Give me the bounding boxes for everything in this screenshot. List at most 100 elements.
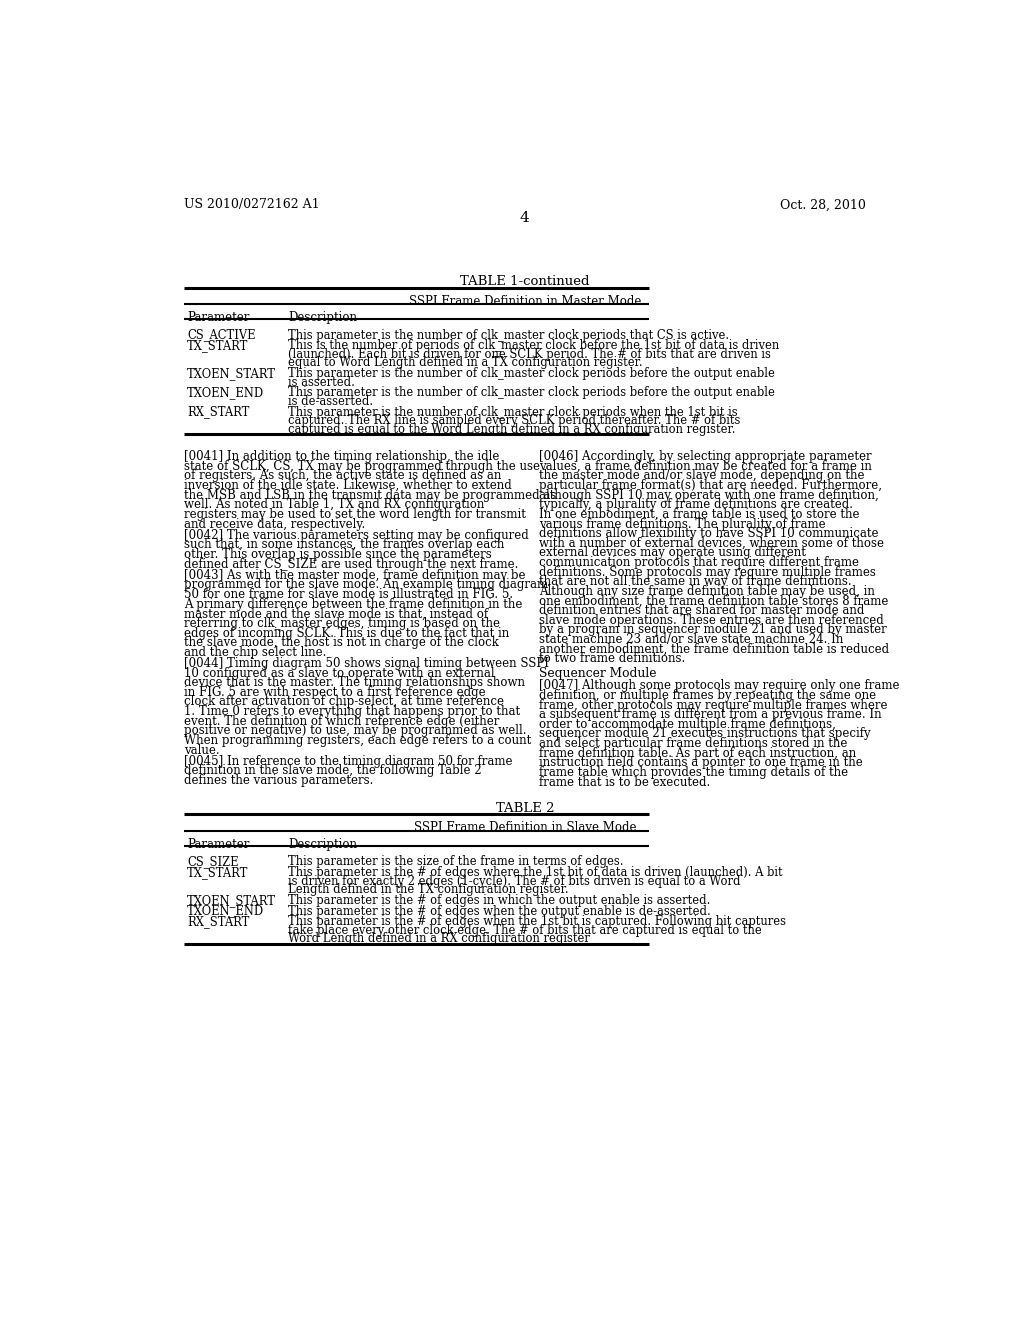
Text: Sequencer Module: Sequencer Module (539, 667, 656, 680)
Text: communication protocols that require different frame: communication protocols that require dif… (539, 556, 859, 569)
Text: TABLE 2: TABLE 2 (496, 803, 554, 816)
Text: take place every other clock edge. The # of bits that are captured is equal to t: take place every other clock edge. The #… (289, 924, 762, 937)
Text: master mode and the slave mode is that, instead of: master mode and the slave mode is that, … (183, 607, 487, 620)
Text: clock after activation of chip-select, at time reference: clock after activation of chip-select, a… (183, 696, 504, 709)
Text: This parameter is the number of clk_master clock periods when the 1st bit is: This parameter is the number of clk_mast… (289, 405, 738, 418)
Text: This is the number of periods of clk_master clock before the 1st bit of data is : This is the number of periods of clk_mas… (289, 339, 779, 352)
Text: [0046] Accordingly, by selecting appropriate parameter: [0046] Accordingly, by selecting appropr… (539, 450, 871, 463)
Text: positive or negative) to use, may be programmed as well.: positive or negative) to use, may be pro… (183, 725, 526, 738)
Text: inversion of the idle state. Likewise, whether to extend: inversion of the idle state. Likewise, w… (183, 479, 512, 492)
Text: A primary difference between the frame definition in the: A primary difference between the frame d… (183, 598, 522, 611)
Text: RX_START: RX_START (187, 915, 249, 928)
Text: another embodiment, the frame definition table is reduced: another embodiment, the frame definition… (539, 643, 889, 656)
Text: CS_SIZE: CS_SIZE (187, 855, 239, 869)
Text: values, a frame definition may be created for a frame in: values, a frame definition may be create… (539, 459, 871, 473)
Text: CS_ACTIVE: CS_ACTIVE (187, 329, 255, 342)
Text: the MSB and LSB in the transmit data may be programmed as: the MSB and LSB in the transmit data may… (183, 488, 556, 502)
Text: Length defined in the TX configuration register.: Length defined in the TX configuration r… (289, 883, 569, 896)
Text: [0043] As with the master mode, frame definition may be: [0043] As with the master mode, frame de… (183, 569, 525, 582)
Text: a subsequent frame is different from a previous frame. In: a subsequent frame is different from a p… (539, 708, 882, 721)
Text: defined after CS_SIZE are used through the next frame.: defined after CS_SIZE are used through t… (183, 557, 518, 570)
Text: and receive data, respectively.: and receive data, respectively. (183, 517, 365, 531)
Text: [0047] Although some protocols may require only one frame: [0047] Although some protocols may requi… (539, 680, 899, 692)
Text: although SSPI 10 may operate with one frame definition,: although SSPI 10 may operate with one fr… (539, 488, 879, 502)
Text: value.: value. (183, 743, 219, 756)
Text: Description: Description (289, 312, 357, 323)
Text: the master mode and/or slave mode, depending on the: the master mode and/or slave mode, depen… (539, 470, 864, 483)
Text: captured. The RX line is sampled every SCLK period thereafter. The # of bits: captured. The RX line is sampled every S… (289, 414, 740, 428)
Text: one embodiment, the frame definition table stores 8 frame: one embodiment, the frame definition tab… (539, 594, 888, 607)
Text: Parameter: Parameter (187, 312, 249, 323)
Text: TXOEN_END: TXOEN_END (187, 904, 264, 917)
Text: frame that is to be executed.: frame that is to be executed. (539, 776, 710, 788)
Text: particular frame format(s) that are needed. Furthermore,: particular frame format(s) that are need… (539, 479, 882, 492)
Text: Parameter: Parameter (187, 838, 249, 850)
Text: When programming registers, each edge refers to a count: When programming registers, each edge re… (183, 734, 531, 747)
Text: [0041] In addition to the timing relationship, the idle: [0041] In addition to the timing relatio… (183, 450, 499, 463)
Text: captured is equal to the Word Length defined in a RX configuration register.: captured is equal to the Word Length def… (289, 422, 736, 436)
Text: and the chip select line.: and the chip select line. (183, 645, 327, 659)
Text: US 2010/0272162 A1: US 2010/0272162 A1 (183, 198, 319, 211)
Text: [0042] The various parameters setting may be configured: [0042] The various parameters setting ma… (183, 529, 528, 541)
Text: 1. Time 0 refers to everything that happens prior to that: 1. Time 0 refers to everything that happ… (183, 705, 520, 718)
Text: defines the various parameters.: defines the various parameters. (183, 774, 373, 787)
Text: and select particular frame definitions stored in the: and select particular frame definitions … (539, 737, 847, 750)
Text: definitions allow flexibility to have SSPI 10 communicate: definitions allow flexibility to have SS… (539, 527, 879, 540)
Text: is asserted.: is asserted. (289, 376, 355, 388)
Text: TXOEN_START: TXOEN_START (187, 894, 275, 907)
Text: with a number of external devices, wherein some of those: with a number of external devices, where… (539, 537, 884, 550)
Text: definition, or multiple frames by repeating the same one: definition, or multiple frames by repeat… (539, 689, 876, 702)
Text: other. This overlap is possible since the parameters: other. This overlap is possible since th… (183, 548, 492, 561)
Text: of registers. As such, the active state is defined as an: of registers. As such, the active state … (183, 470, 501, 483)
Text: equal to Word Length defined in a TX configuration register.: equal to Word Length defined in a TX con… (289, 356, 643, 370)
Text: (launched). Each bit is driven for one SCLK period. The # of bits that are drive: (launched). Each bit is driven for one S… (289, 348, 771, 360)
Text: in FIG. 5 are with respect to a first reference edge: in FIG. 5 are with respect to a first re… (183, 686, 485, 698)
Text: definition entries that are shared for master mode and: definition entries that are shared for m… (539, 605, 864, 618)
Text: TX_START: TX_START (187, 866, 248, 879)
Text: frame definition table. As part of each instruction, an: frame definition table. As part of each … (539, 747, 856, 760)
Text: event. The definition of which reference edge (either: event. The definition of which reference… (183, 714, 499, 727)
Text: frame, other protocols may require multiple frames where: frame, other protocols may require multi… (539, 698, 887, 711)
Text: by a program in sequencer module 21 and used by master: by a program in sequencer module 21 and … (539, 623, 887, 636)
Text: various frame definitions. The plurality of frame: various frame definitions. The plurality… (539, 517, 825, 531)
Text: This parameter is the number of clk_master clock periods before the output enabl: This parameter is the number of clk_mast… (289, 387, 775, 400)
Text: order to accommodate multiple frame definitions,: order to accommodate multiple frame defi… (539, 718, 836, 731)
Text: This parameter is the # of edges in which the output enable is asserted.: This parameter is the # of edges in whic… (289, 894, 711, 907)
Text: 4: 4 (520, 211, 529, 224)
Text: This parameter is the # of edges when the output enable is de-asserted.: This parameter is the # of edges when th… (289, 904, 712, 917)
Text: Word Length defined in a RX configuration register: Word Length defined in a RX configuratio… (289, 932, 590, 945)
Text: [0044] Timing diagram 50 shows signal timing between SSPI: [0044] Timing diagram 50 shows signal ti… (183, 657, 549, 671)
Text: slave mode operations. These entries are then referenced: slave mode operations. These entries are… (539, 614, 884, 627)
Text: edges of incoming SCLK. This is due to the fact that in: edges of incoming SCLK. This is due to t… (183, 627, 509, 640)
Text: device that is the master. The timing relationships shown: device that is the master. The timing re… (183, 676, 524, 689)
Text: Description: Description (289, 838, 357, 850)
Text: definitions. Some protocols may require multiple frames: definitions. Some protocols may require … (539, 566, 876, 578)
Text: definition in the slave mode, the following Table 2: definition in the slave mode, the follow… (183, 764, 481, 777)
Text: This parameter is the # of edges when the 1st bit is captured. Following bit cap: This parameter is the # of edges when th… (289, 915, 786, 928)
Text: registers may be used to set the word length for transmit: registers may be used to set the word le… (183, 508, 525, 521)
Text: such that, in some instances, the frames overlap each: such that, in some instances, the frames… (183, 539, 504, 552)
Text: is de-asserted.: is de-asserted. (289, 395, 374, 408)
Text: external devices may operate using different: external devices may operate using diffe… (539, 546, 806, 560)
Text: 50 for one frame for slave mode is illustrated in FIG. 5.: 50 for one frame for slave mode is illus… (183, 589, 513, 601)
Text: Although any size frame definition table may be used, in: Although any size frame definition table… (539, 585, 874, 598)
Text: TXOEN_START: TXOEN_START (187, 367, 275, 380)
Text: TXOEN_END: TXOEN_END (187, 387, 264, 400)
Text: referring to clk_master edges, timing is based on the: referring to clk_master edges, timing is… (183, 616, 500, 630)
Text: In one embodiment, a frame table is used to store the: In one embodiment, a frame table is used… (539, 508, 859, 521)
Text: 10 configured as a slave to operate with an external: 10 configured as a slave to operate with… (183, 667, 495, 680)
Text: programmed for the slave mode. An example timing diagram: programmed for the slave mode. An exampl… (183, 578, 548, 591)
Text: SSPI Frame Definition in Slave Mode: SSPI Frame Definition in Slave Mode (414, 821, 636, 834)
Text: that are not all the same in way of frame definitions.: that are not all the same in way of fram… (539, 576, 851, 589)
Text: SSPI Frame Definition in Master Mode: SSPI Frame Definition in Master Mode (409, 294, 641, 308)
Text: instruction field contains a pointer to one frame in the: instruction field contains a pointer to … (539, 756, 862, 770)
Text: RX_START: RX_START (187, 405, 249, 418)
Text: sequencer module 21 executes instructions that specify: sequencer module 21 executes instruction… (539, 727, 870, 741)
Text: TX_START: TX_START (187, 339, 248, 352)
Text: state of SCLK, CS, TX may be programmed through the use: state of SCLK, CS, TX may be programmed … (183, 459, 540, 473)
Text: frame table which provides the timing details of the: frame table which provides the timing de… (539, 766, 848, 779)
Text: [0045] In reference to the timing diagram 50 for frame: [0045] In reference to the timing diagra… (183, 755, 512, 768)
Text: typically, a plurality of frame definitions are created.: typically, a plurality of frame definiti… (539, 499, 853, 511)
Text: This parameter is the number of clk_master clock periods before the output enabl: This parameter is the number of clk_mast… (289, 367, 775, 380)
Text: to two frame definitions.: to two frame definitions. (539, 652, 685, 665)
